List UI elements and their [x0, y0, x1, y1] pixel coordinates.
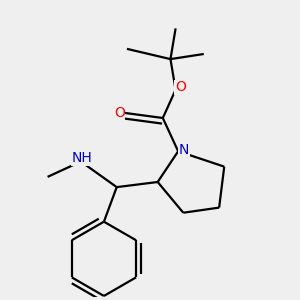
- Text: NH: NH: [72, 152, 92, 165]
- Text: N: N: [178, 143, 189, 157]
- Text: O: O: [114, 106, 125, 120]
- Text: O: O: [175, 80, 186, 94]
